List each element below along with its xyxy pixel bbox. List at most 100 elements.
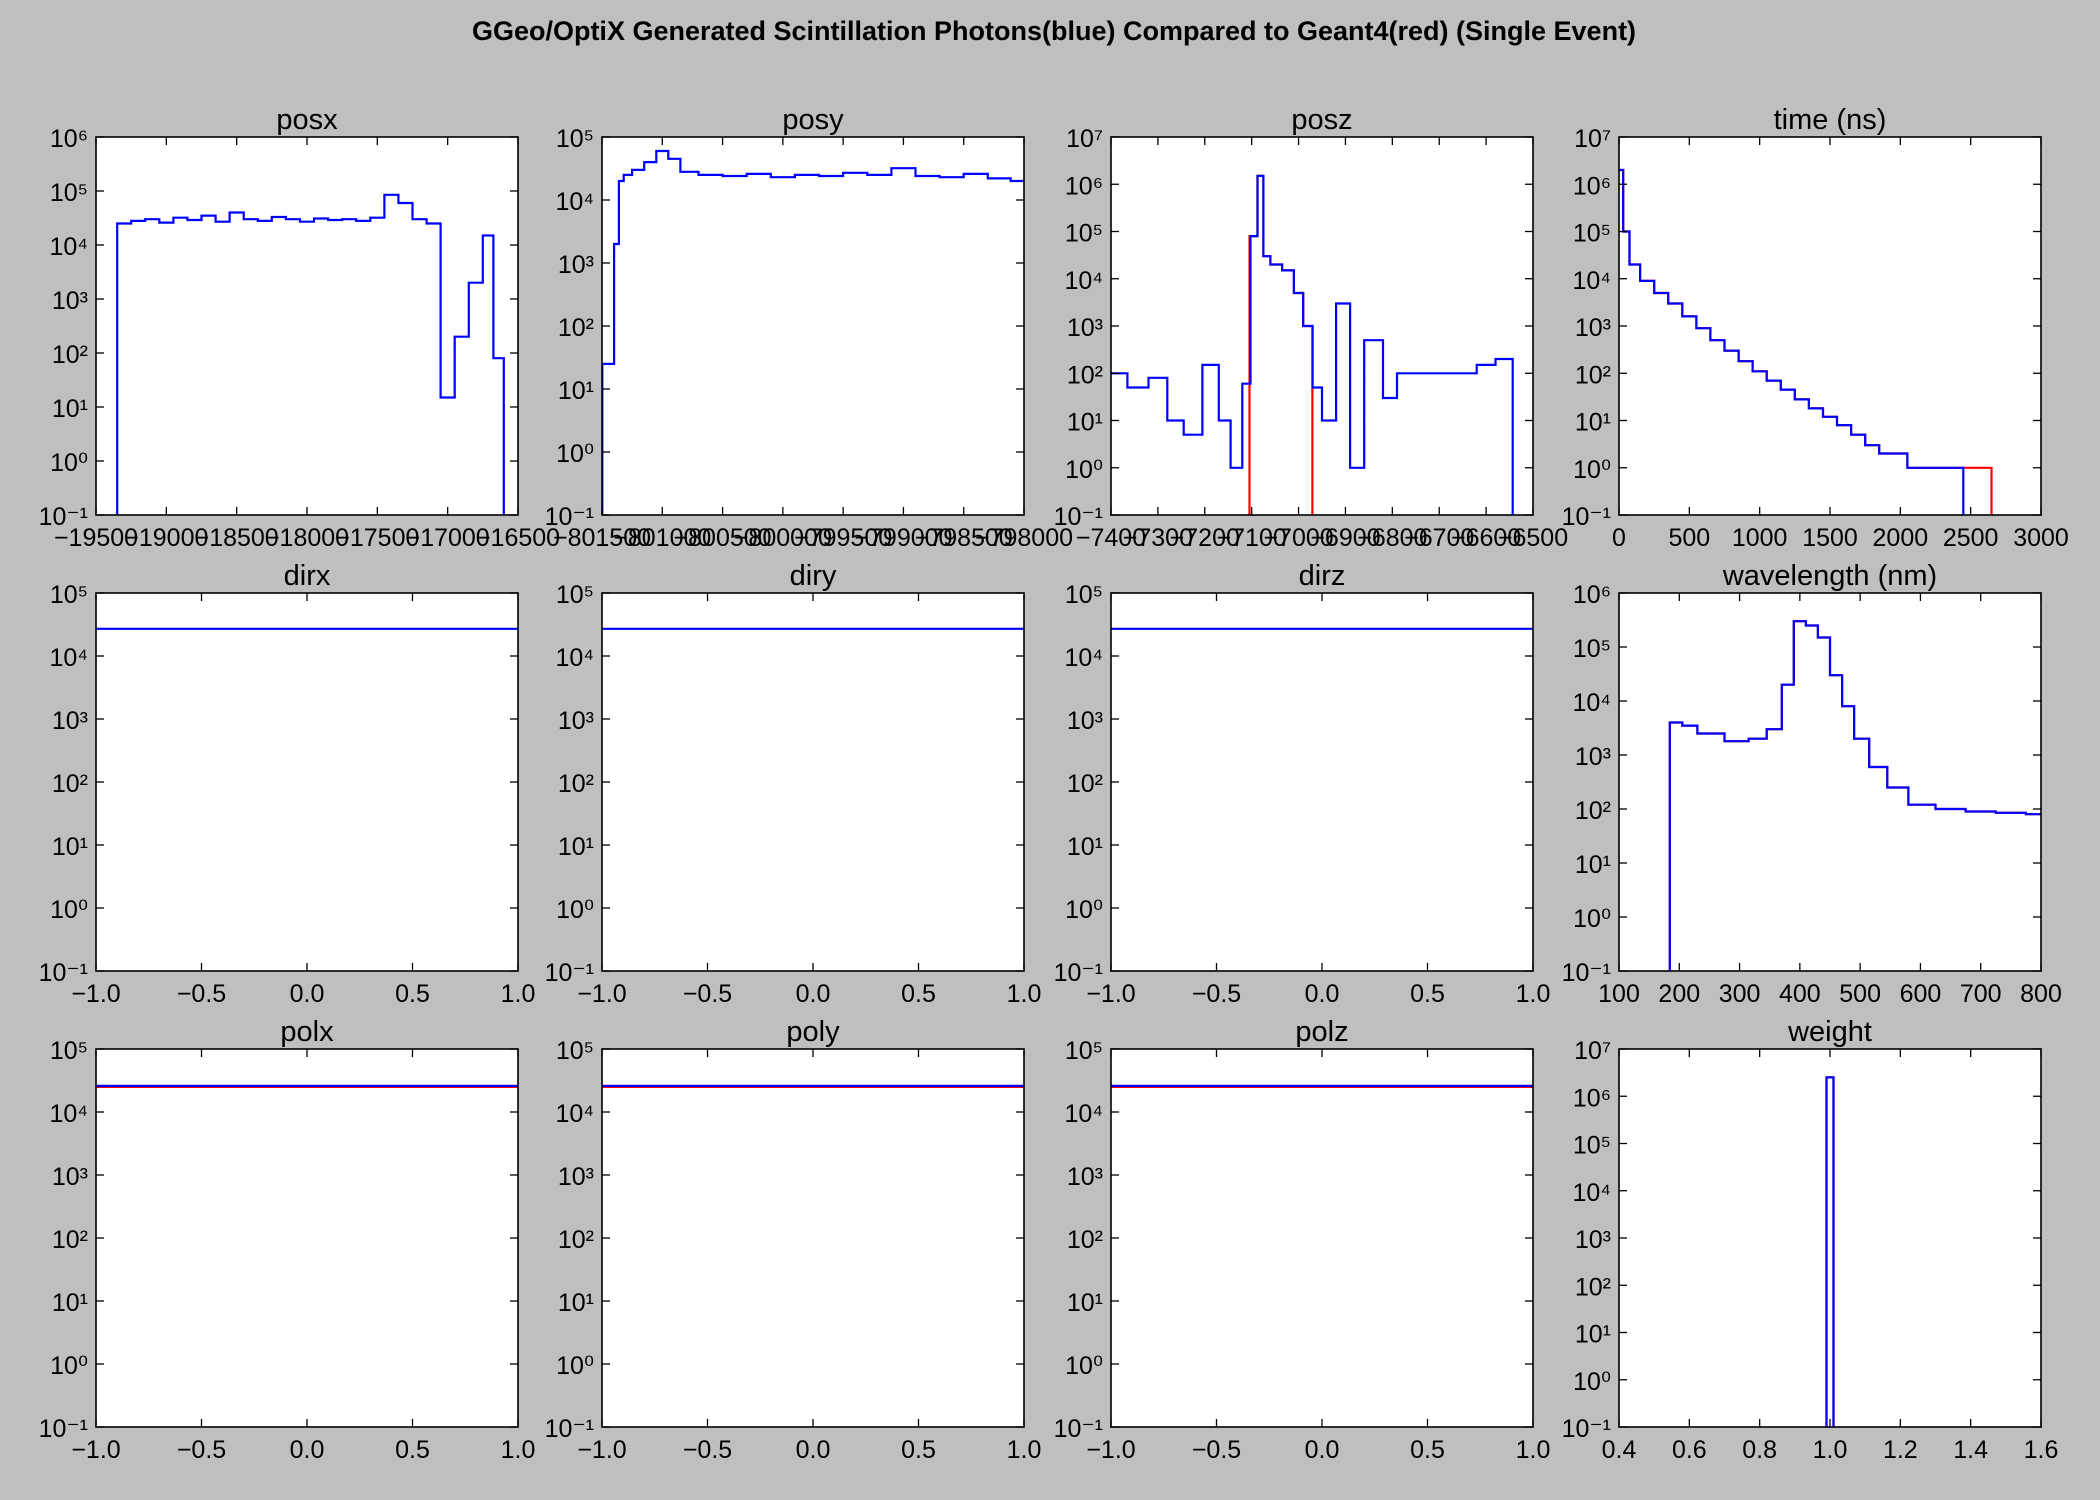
y-tick-label: 10⁴ bbox=[555, 1100, 594, 1128]
subplot-title: polx bbox=[280, 1016, 334, 1048]
x-tick-label: 2000 bbox=[1873, 524, 1929, 552]
y-tick-label: 10² bbox=[1575, 797, 1611, 825]
y-tick-label: 10⁵ bbox=[1065, 581, 1103, 609]
y-tick-label: 10⁻¹ bbox=[1054, 1415, 1103, 1443]
y-tick-label: 10¹ bbox=[1067, 833, 1103, 861]
x-tick-label: −6900 bbox=[1310, 524, 1380, 552]
opticks-histogram-series bbox=[602, 1084, 1024, 1087]
y-tick-label: 10⁵ bbox=[1573, 635, 1611, 663]
x-tick-label: 1500 bbox=[1802, 524, 1858, 552]
x-tick-label: −19500 bbox=[54, 524, 138, 552]
y-tick-label: 10¹ bbox=[558, 377, 594, 405]
y-tick-label: 10⁰ bbox=[556, 1352, 594, 1380]
x-tick-label: 400 bbox=[1779, 980, 1821, 1008]
y-tick-label: 10² bbox=[52, 770, 88, 798]
plot-area bbox=[96, 1049, 518, 1427]
opticks-histogram-series bbox=[96, 1084, 518, 1087]
subplot-title: diry bbox=[790, 560, 837, 592]
y-tick-label: 10⁰ bbox=[1065, 1352, 1103, 1380]
y-tick-label: 10⁰ bbox=[556, 440, 594, 468]
x-tick-label: −1.0 bbox=[1086, 1436, 1135, 1464]
subplot-polx: 10⁻¹ 10⁰ 10¹ 10² 10³ 10⁴ 10⁵ −1.0 −0.5 0.0 0.5 1.0 p… bbox=[39, 1016, 536, 1464]
y-tick-label: 10³ bbox=[558, 251, 594, 279]
y-tick-label: 10² bbox=[558, 314, 594, 342]
y-tick-label: 10⁰ bbox=[1573, 905, 1611, 933]
y-tick-label: 10⁻¹ bbox=[1562, 959, 1611, 987]
opticks-histogram-series bbox=[1111, 1084, 1533, 1087]
subplot-title: posz bbox=[1291, 104, 1352, 136]
x-tick-label: −0.5 bbox=[177, 1436, 226, 1464]
y-tick-label: 10⁵ bbox=[1573, 1132, 1611, 1160]
subplot-polz: 10⁻¹ 10⁰ 10¹ 10² 10³ 10⁴ 10⁵ −1.0 −0.5 0.0 0.5 1.0 p… bbox=[1054, 1016, 1551, 1464]
subplot-posx: 10⁻¹10⁰10¹10²10³10⁴10⁵10⁶−19500−19000−18… bbox=[39, 104, 560, 552]
y-tick-label: 10⁴ bbox=[1064, 644, 1103, 672]
y-tick-label: 10¹ bbox=[558, 1289, 594, 1317]
x-tick-label: −799500 bbox=[794, 524, 892, 552]
x-tick-label: −1.0 bbox=[1086, 980, 1135, 1008]
x-tick-label: −799000 bbox=[854, 524, 952, 552]
opticks-histogram-series bbox=[602, 627, 1024, 630]
x-tick-label: −16500 bbox=[476, 524, 560, 552]
opticks-histogram-series bbox=[96, 627, 518, 630]
subplot-title: posy bbox=[782, 104, 844, 136]
y-tick-label: 10⁻¹ bbox=[39, 1415, 88, 1443]
x-tick-label: −0.5 bbox=[177, 980, 226, 1008]
x-tick-label: 3000 bbox=[2013, 524, 2069, 552]
x-tick-label: 0.0 bbox=[290, 980, 325, 1008]
subplot-title: posx bbox=[276, 104, 338, 136]
y-tick-label: 10¹ bbox=[1575, 851, 1611, 879]
subplot-title: polz bbox=[1295, 1016, 1348, 1048]
y-tick-label: 10⁶ bbox=[1065, 172, 1103, 200]
x-tick-label: −1.0 bbox=[71, 980, 120, 1008]
y-tick-label: 10² bbox=[558, 770, 594, 798]
x-tick-label: 0.5 bbox=[395, 1436, 430, 1464]
subplot-dirx: 10⁻¹ 10⁰ 10¹ 10² 10³ 10⁴ 10⁵ −1.0 −0.5 0.0 0.5 1.0 d… bbox=[39, 560, 536, 1008]
y-tick-label: 10³ bbox=[1575, 314, 1611, 342]
plot-area bbox=[602, 137, 1024, 515]
y-tick-label: 10⁴ bbox=[49, 233, 88, 261]
x-tick-label: 1.0 bbox=[1516, 980, 1551, 1008]
x-tick-label: 1.0 bbox=[1813, 1436, 1848, 1464]
y-tick-label: 10³ bbox=[1067, 314, 1103, 342]
x-tick-label: 0.6 bbox=[1672, 1436, 1707, 1464]
x-tick-label: 0.4 bbox=[1602, 1436, 1637, 1464]
y-tick-label: 10⁰ bbox=[1065, 896, 1103, 924]
x-tick-label: 0.0 bbox=[1305, 1436, 1340, 1464]
opticks-histogram-series bbox=[1619, 168, 1965, 515]
plot-area bbox=[602, 1049, 1024, 1427]
subplot-time: 10⁻¹ 10⁰ 10¹ 10² 10³ 10⁴ 10⁵ 10⁶ 10⁷ 0 500 1000 1500… bbox=[1562, 104, 2069, 552]
opticks-histogram-series bbox=[1111, 627, 1533, 630]
x-tick-label: 1.6 bbox=[2024, 1436, 2059, 1464]
y-tick-label: 10⁴ bbox=[1064, 1100, 1103, 1128]
y-tick-label: 10² bbox=[558, 1226, 594, 1254]
x-tick-label: −798500 bbox=[915, 524, 1013, 552]
y-tick-label: 10⁻¹ bbox=[545, 503, 594, 531]
y-tick-label: 10⁴ bbox=[1064, 267, 1103, 295]
x-tick-label: −0.5 bbox=[683, 980, 732, 1008]
y-tick-label: 10⁻¹ bbox=[39, 959, 88, 987]
subplot-grid: 10⁻¹10⁰10¹10²10³10⁴10⁵10⁶−19500−19000−18… bbox=[39, 104, 2069, 1464]
x-tick-label: −7200 bbox=[1170, 524, 1240, 552]
y-tick-label: 10⁶ bbox=[1573, 1084, 1611, 1112]
x-tick-label: 0 bbox=[1612, 524, 1626, 552]
x-tick-label: −1.0 bbox=[577, 980, 626, 1008]
y-tick-label: 10² bbox=[52, 1226, 88, 1254]
y-tick-label: 10⁵ bbox=[50, 581, 88, 609]
x-tick-label: −0.5 bbox=[683, 1436, 732, 1464]
y-tick-label: 10⁵ bbox=[556, 1037, 594, 1065]
y-tick-label: 10¹ bbox=[1575, 409, 1611, 437]
x-tick-label: 1.4 bbox=[1953, 1436, 1988, 1464]
opticks-histogram-series bbox=[1825, 1076, 1835, 1427]
x-tick-label: 200 bbox=[1658, 980, 1700, 1008]
y-tick-label: 10⁶ bbox=[1573, 172, 1611, 200]
y-tick-label: 10¹ bbox=[52, 833, 88, 861]
y-tick-label: 10⁻¹ bbox=[1562, 1415, 1611, 1443]
y-tick-label: 10¹ bbox=[1067, 1289, 1103, 1317]
x-tick-label: −19000 bbox=[124, 524, 208, 552]
y-tick-label: 10² bbox=[1575, 1273, 1611, 1301]
y-tick-label: 10⁰ bbox=[556, 896, 594, 924]
y-tick-label: 10⁻¹ bbox=[1054, 503, 1103, 531]
figure-title: GGeo/OptiX Generated Scintillation Photo… bbox=[472, 16, 1636, 46]
x-tick-label: 1.0 bbox=[501, 980, 536, 1008]
y-tick-label: 10³ bbox=[558, 1163, 594, 1191]
